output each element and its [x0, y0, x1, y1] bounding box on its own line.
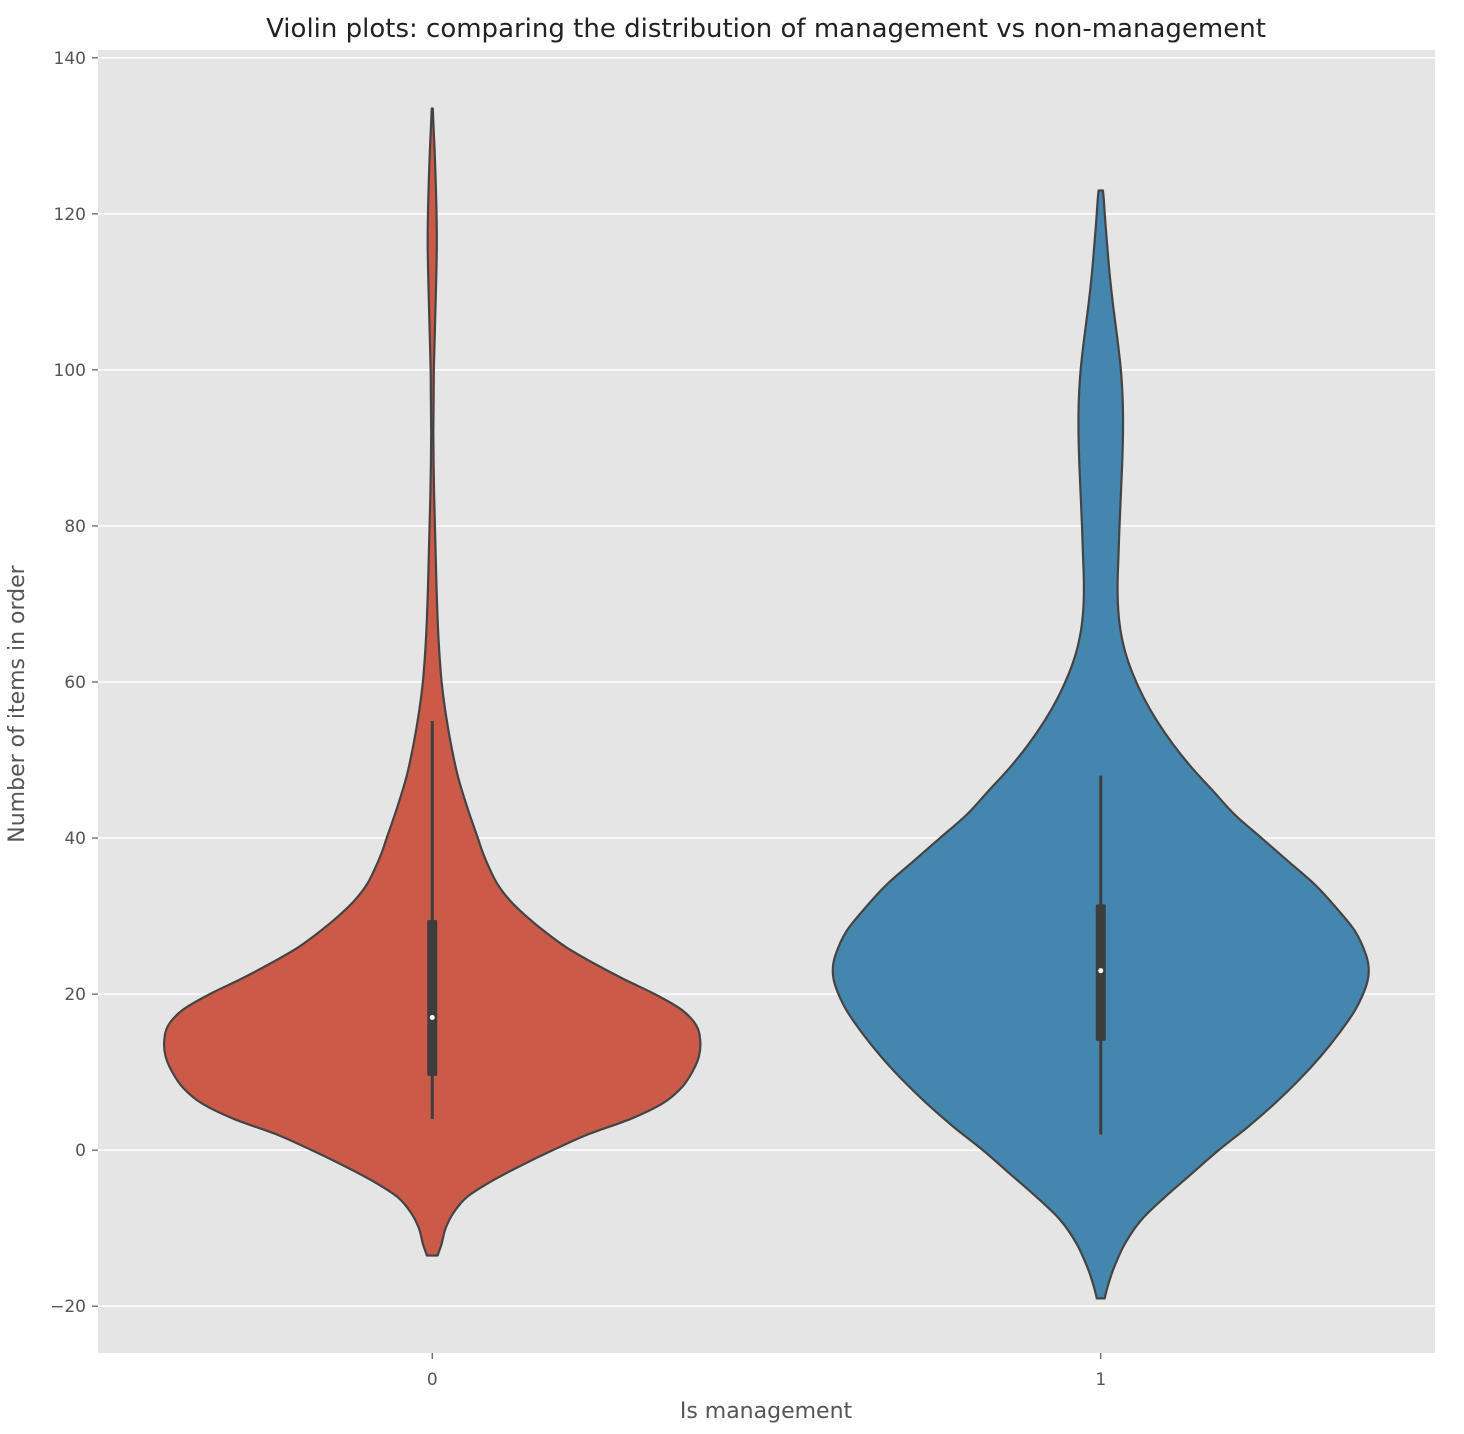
x-axis-label: Is management — [680, 1399, 853, 1424]
y-tick-label: 0 — [75, 1141, 86, 1161]
x-tick-label: 0 — [427, 1370, 438, 1390]
violin-median-point — [429, 1014, 435, 1020]
y-tick-label: 80 — [64, 517, 86, 537]
y-tick-label: 100 — [54, 361, 86, 381]
chart-title: Violin plots: comparing the distribution… — [266, 14, 1266, 44]
y-tick-label: 120 — [54, 205, 86, 225]
violin-body — [831, 189, 1370, 1300]
y-tick-label: 140 — [54, 49, 86, 69]
y-axis-ticks: −20 0 20 40 60 80 100 120 140 — [50, 49, 98, 1317]
violin-0 — [162, 107, 702, 1257]
violin-1 — [831, 189, 1370, 1300]
violin-median-point — [1098, 968, 1104, 974]
y-tick-label: 20 — [64, 985, 86, 1005]
plot-background — [98, 50, 1435, 1353]
y-tick-label: 40 — [64, 829, 86, 849]
violin-iqr-box — [427, 919, 438, 1077]
y-tick-label: −20 — [50, 1297, 86, 1317]
y-tick-label: 60 — [64, 673, 86, 693]
y-axis-label: Number of items in order — [5, 564, 30, 842]
violin-body — [162, 107, 702, 1257]
violins — [162, 107, 1370, 1300]
x-tick-label: 1 — [1095, 1370, 1106, 1390]
